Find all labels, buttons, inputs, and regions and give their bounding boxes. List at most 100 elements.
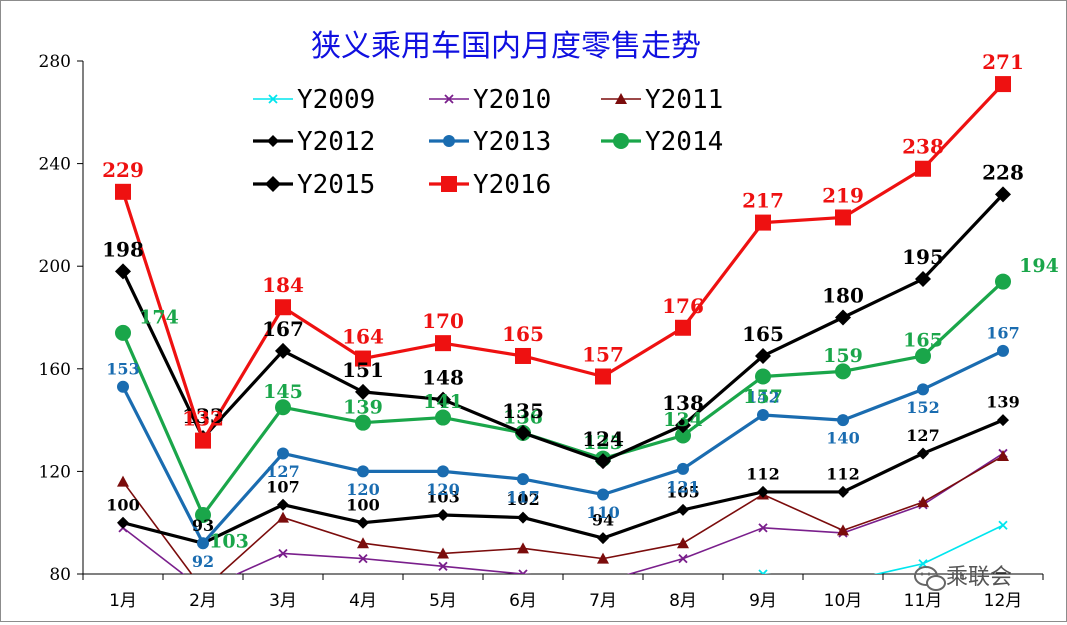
data-point: [355, 350, 371, 367]
legend-swatch-marker: [443, 135, 455, 147]
series-y2013: [117, 344, 1009, 550]
series-y2009: [758, 520, 1008, 586]
series-y2016: [115, 76, 1011, 449]
series-line: [763, 524, 1004, 574]
data-label: 174: [139, 307, 179, 329]
data-label: 132: [182, 407, 224, 431]
data-label: 170: [422, 309, 464, 333]
data-point: [117, 475, 129, 487]
data-label: 159: [823, 345, 863, 367]
data-point: [995, 76, 1011, 93]
legend-swatch-marker: [265, 176, 281, 192]
watermark-text: 乘联会: [946, 565, 1012, 590]
y-tick-label: 80: [49, 565, 71, 585]
data-label: 105: [666, 482, 699, 501]
data-point: [997, 450, 1009, 462]
y-tick-label: 240: [39, 155, 71, 175]
data-label: 195: [902, 245, 944, 269]
y-tick-label: 280: [39, 52, 71, 72]
data-label: 148: [422, 366, 464, 390]
data-point: [998, 520, 1008, 530]
data-point: [915, 347, 931, 364]
data-point: [675, 427, 691, 444]
data-point: [597, 488, 609, 501]
data-label: 100: [106, 495, 139, 514]
data-label: 112: [746, 465, 779, 484]
data-point: [277, 447, 289, 460]
data-label: 217: [742, 189, 784, 213]
chart-title: 狭义乘用车国内月度零售走势: [311, 29, 701, 64]
data-label: 228: [982, 160, 1024, 184]
data-label: 180: [822, 284, 864, 308]
x-tick-label: 9月: [749, 591, 777, 611]
data-label: 133: [182, 404, 224, 428]
data-label: 139: [986, 393, 1019, 412]
legend-label: Y2014: [645, 127, 723, 157]
data-label: 94: [592, 511, 614, 530]
data-point: [435, 335, 451, 352]
data-point: [837, 485, 849, 498]
legend-item-y2014: Y2014: [601, 127, 723, 157]
data-label: 157: [582, 342, 624, 366]
legend-swatch-marker: [613, 133, 629, 149]
data-point: [839, 578, 847, 586]
series-line: [121, 193, 1005, 463]
data-point: [675, 319, 691, 336]
data-point: [677, 503, 689, 516]
data-label: 93: [192, 516, 214, 535]
data-label: 117: [506, 488, 539, 507]
data-point: [917, 447, 929, 460]
data-label: 219: [822, 183, 864, 207]
legend-item-y2009: Y2009: [253, 85, 375, 115]
data-label: 141: [423, 391, 463, 413]
data-point: [357, 516, 369, 529]
legend-swatch-marker: [268, 94, 278, 104]
legend: Y2009 Y2010 Y2011 Y2012 Y2013 Y2014 Y2015 Y2016: [253, 85, 723, 200]
data-point: [197, 537, 209, 550]
series-line: [122, 452, 1004, 574]
data-point: [995, 186, 1011, 203]
data-point: [275, 399, 291, 416]
data-point: [437, 547, 449, 559]
axes: 80 120 160 200 240 280 1月 2月 3月 4月 5月 6月 7月 8月 9月 10月 11…: [39, 52, 1044, 611]
data-point: [677, 537, 689, 549]
data-label: 165: [903, 330, 943, 352]
data-point: [357, 537, 369, 549]
data-point: [755, 368, 771, 385]
data-label: 152: [906, 398, 939, 417]
data-label: 153: [106, 359, 139, 378]
data-label: 136: [503, 407, 543, 429]
data-label: 127: [266, 462, 299, 481]
y-tick-label: 120: [39, 462, 71, 482]
legend-swatch-marker: [441, 176, 457, 192]
data-point: [757, 408, 769, 421]
x-tick-label: 8月: [669, 591, 697, 611]
legend-label: Y2016: [473, 170, 551, 200]
series-line: [121, 82, 1005, 443]
data-label: 198: [102, 237, 144, 261]
data-point: [277, 498, 289, 511]
data-point: [599, 578, 607, 586]
data-point: [117, 380, 129, 393]
data-point: [115, 183, 131, 200]
legend-item-y2016: Y2016: [429, 170, 551, 200]
data-label: 184: [262, 273, 304, 297]
series-y2010: [118, 448, 1008, 586]
watermark: 乘联会: [914, 565, 1012, 591]
data-point: [835, 209, 851, 226]
data-label: 165: [742, 322, 784, 346]
data-point: [358, 553, 368, 564]
data-point: [518, 569, 528, 574]
data-label: 139: [343, 396, 383, 418]
data-point: [997, 344, 1009, 357]
y-tick-label: 160: [39, 360, 71, 380]
data-point: [275, 299, 291, 316]
data-label: 92: [192, 552, 214, 571]
data-point: [677, 462, 689, 475]
data-point: [437, 465, 449, 478]
data-point: [675, 417, 691, 434]
series-line: [121, 349, 1004, 545]
data-label: 165: [502, 322, 544, 346]
